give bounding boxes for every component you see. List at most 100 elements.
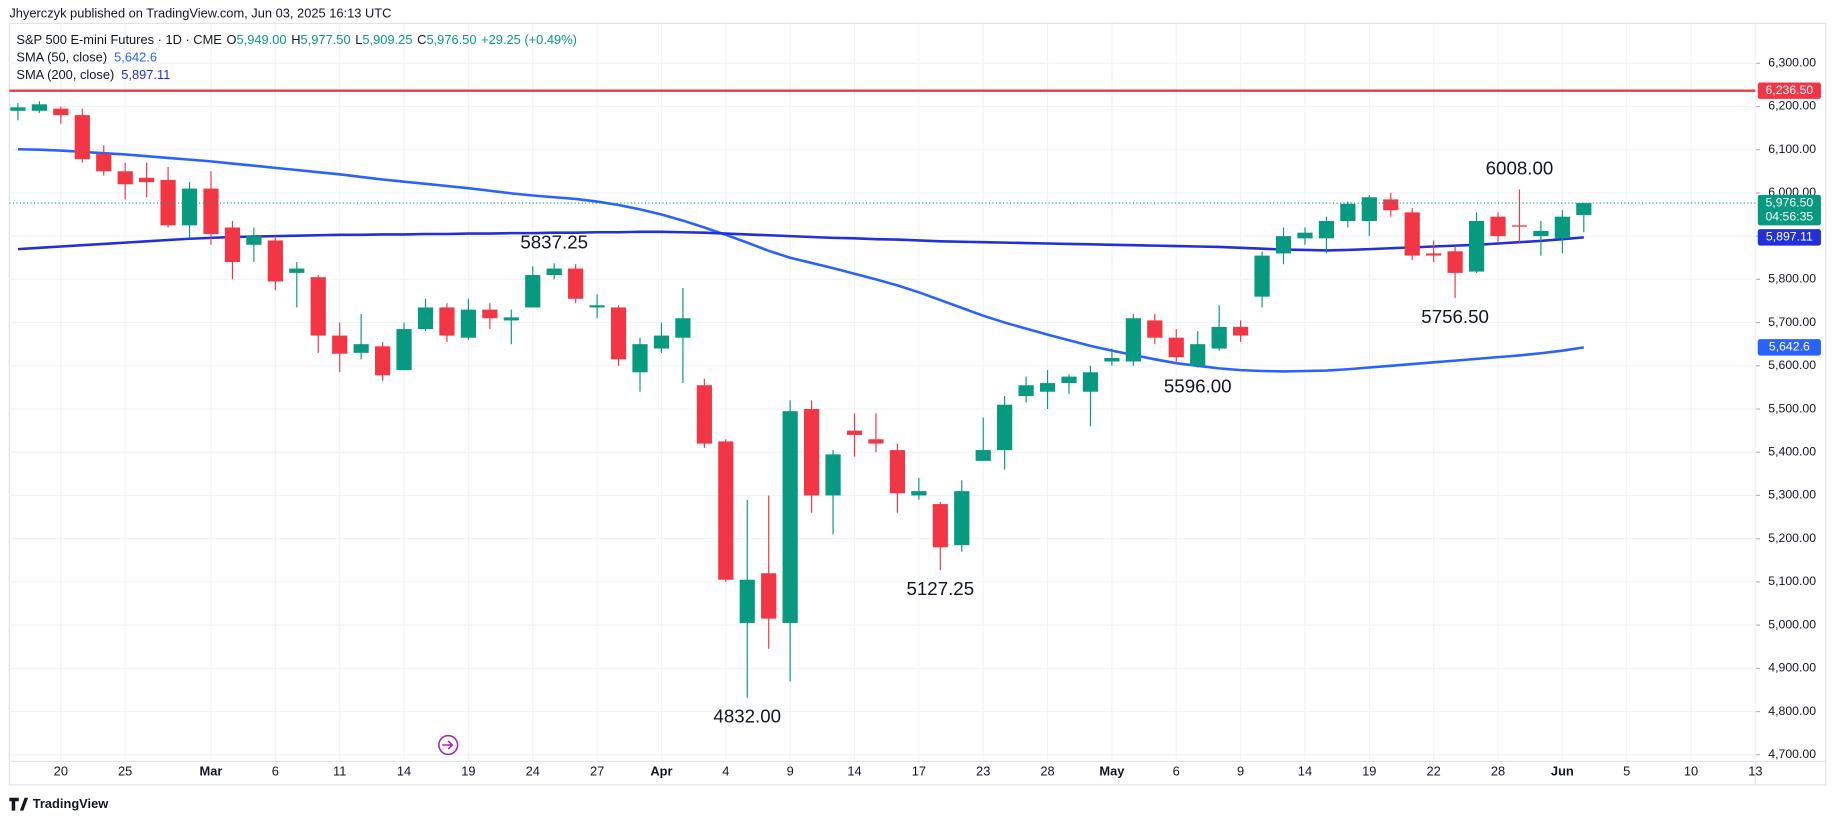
x-tick-label: 19 — [1362, 763, 1376, 778]
candle-body — [525, 275, 541, 308]
x-tick-label: 6 — [1173, 763, 1180, 778]
y-tick-label: 5,000.00 — [1768, 617, 1816, 631]
candle-body — [267, 240, 283, 282]
sma-line — [17, 230, 1584, 252]
candle-body — [439, 307, 455, 336]
sma-value: 5,897.11 — [121, 68, 170, 83]
x-tick-label: 28 — [1491, 763, 1505, 778]
sma-badge — [1757, 229, 1821, 246]
price-line-label: 6,236.50 — [1765, 83, 1813, 97]
price-line-badge — [1757, 82, 1821, 99]
candle-body — [460, 309, 477, 338]
candle-body — [1061, 376, 1077, 384]
candle-body — [1275, 236, 1292, 254]
candle-body — [1490, 216, 1506, 237]
x-tick-label: Mar — [200, 763, 223, 778]
x-tick-label: 13 — [1748, 763, 1762, 778]
candle-body — [74, 115, 90, 160]
publisher: Jhyerczyk published on TradingView.com, … — [9, 5, 391, 20]
replay-icon[interactable] — [438, 734, 459, 756]
candle-body — [1168, 337, 1184, 358]
annotation: 5756.50 — [1421, 306, 1489, 327]
candle-body — [1125, 318, 1141, 362]
candle-body — [417, 307, 434, 330]
candle-body — [1383, 199, 1399, 211]
candle-body — [696, 385, 712, 444]
y-tick-label: 4,700.00 — [1768, 747, 1816, 761]
candle-body — [846, 430, 863, 435]
x-tick-label: 20 — [54, 763, 68, 778]
candle-body — [954, 491, 970, 546]
x-tick-label: Apr — [650, 763, 672, 778]
x-tick-label: 23 — [976, 763, 990, 778]
annotation: 5596.00 — [1164, 375, 1232, 396]
y-tick-label: 4,800.00 — [1768, 704, 1816, 718]
candle-body — [1340, 203, 1356, 222]
candle-body — [911, 491, 927, 496]
x-tick-label: 19 — [461, 763, 475, 778]
x-tick-label: Jun — [1551, 763, 1574, 778]
candle-body — [482, 309, 498, 319]
ohlc-value: 5,949.00 — [237, 32, 287, 47]
candle-body — [975, 450, 991, 461]
x-tick-label: 6 — [272, 763, 279, 778]
y-tick-label: 5,300.00 — [1768, 488, 1816, 502]
candle-body — [503, 317, 519, 321]
y-tick-label: 5,400.00 — [1768, 444, 1816, 458]
annotation: 4832.00 — [713, 706, 781, 727]
brand-text: TradingView — [33, 796, 109, 811]
brand-logo[interactable]: TradingView — [9, 796, 109, 811]
candle-body — [1554, 216, 1570, 239]
candle-body — [1082, 372, 1099, 392]
symbol-name: S&P 500 E-mini Futures · 1D · CME — [16, 32, 222, 47]
candle-body — [117, 171, 133, 185]
candle-body — [332, 335, 348, 354]
candle-body — [353, 344, 369, 353]
x-tick-label: 10 — [1684, 763, 1698, 778]
candle-body — [1233, 326, 1249, 336]
sma-legend: SMA (200, close) 5,897.11 — [16, 68, 170, 83]
x-tick-label: 11 — [333, 763, 346, 778]
candle-body — [139, 177, 155, 183]
x-tick-label: 17 — [912, 763, 926, 778]
y-tick-label: 5,600.00 — [1768, 358, 1816, 372]
sma-value: 5,642.6 — [114, 50, 157, 65]
candle-body — [718, 441, 734, 580]
candle-body — [675, 318, 691, 338]
candle-body — [1576, 203, 1592, 215]
candle-body — [761, 573, 777, 619]
ohlc-value: 5,976.50 — [426, 32, 476, 47]
candle-body — [10, 107, 26, 111]
candle-body — [1533, 230, 1549, 237]
x-tick-label: 5 — [1623, 763, 1630, 778]
candle-body — [653, 335, 670, 349]
candle-body — [1297, 232, 1313, 239]
chart-frame — [8, 22, 1827, 786]
candle-body — [289, 268, 305, 273]
x-tick-label: May — [1099, 763, 1125, 778]
candle-body — [589, 305, 605, 308]
ohlc-key: O — [227, 32, 237, 47]
y-tick-label: 4,900.00 — [1768, 661, 1816, 675]
candle-body — [1254, 255, 1270, 297]
annotation: 5837.25 — [520, 231, 588, 252]
candle-body — [1211, 326, 1227, 349]
x-tick-label: 22 — [1427, 763, 1441, 778]
candle-body — [310, 277, 326, 336]
sma-name: SMA (200, close) — [16, 68, 114, 83]
y-tick-label: 6,100.00 — [1768, 142, 1816, 156]
candle-body — [1361, 197, 1377, 222]
y-tick-label: 5,700.00 — [1768, 315, 1816, 329]
candle-body — [546, 268, 562, 276]
change-value: +29.25 (+0.49%) — [481, 32, 577, 47]
y-tick-label: 6,200.00 — [1768, 99, 1816, 113]
candle-body — [1018, 385, 1034, 397]
candle-body — [739, 579, 755, 623]
candle-body — [1468, 221, 1485, 272]
candle-body — [396, 329, 412, 371]
annotation: 6008.00 — [1486, 157, 1554, 178]
candle-body — [1147, 320, 1163, 338]
candle-body — [889, 450, 906, 494]
